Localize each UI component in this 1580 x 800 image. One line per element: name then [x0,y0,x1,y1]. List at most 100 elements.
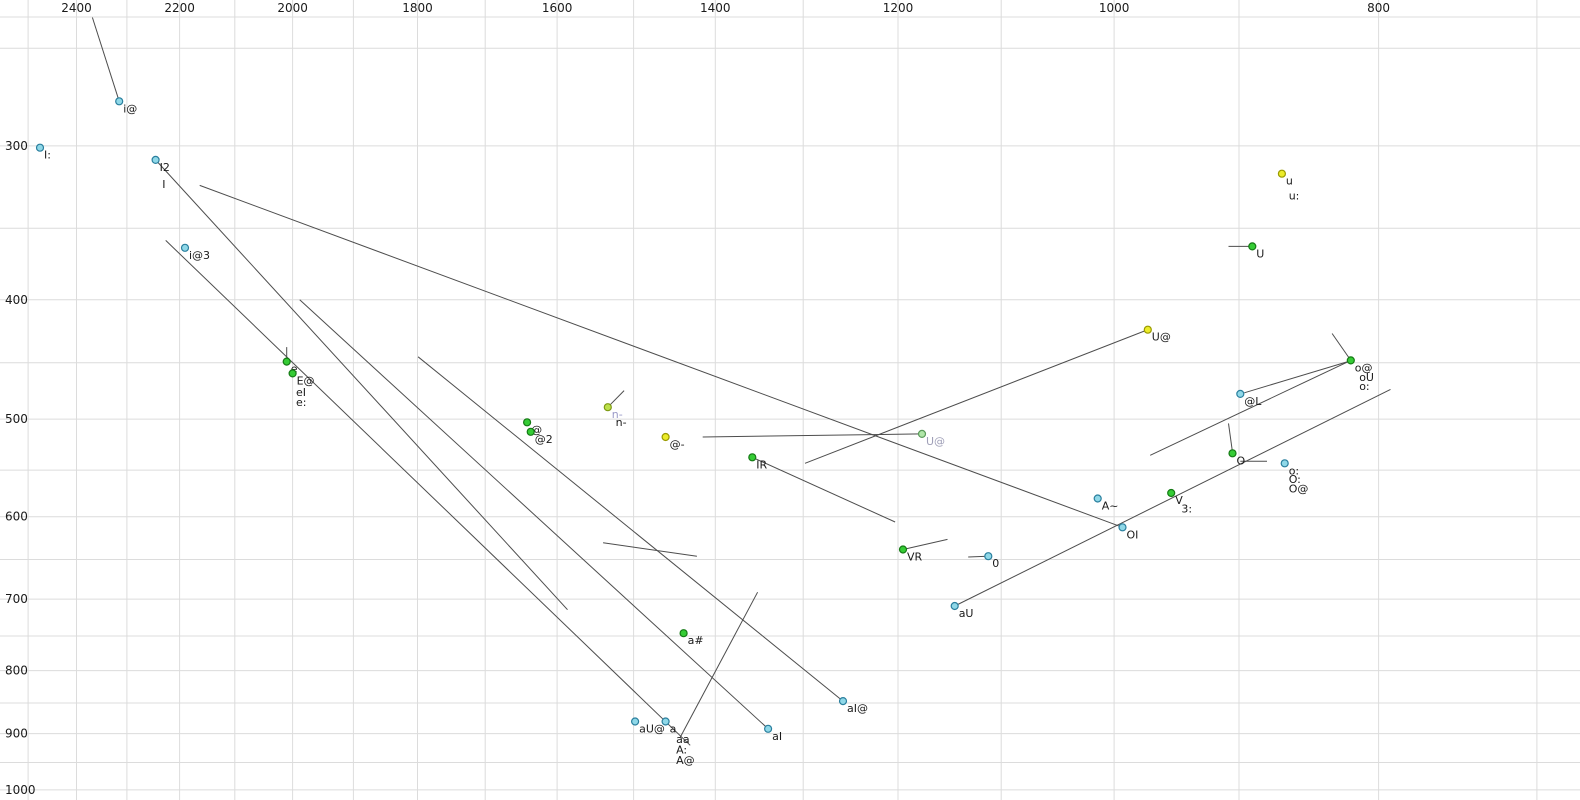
trajectory-line [902,538,948,550]
trajectory-line [603,542,697,557]
vowel-point-label: o: [1289,464,1299,477]
vowel-point-label: a [670,723,677,736]
vowel-point-label: I: [44,149,51,162]
vowel-point-label: 3: [1181,502,1192,515]
vowel-point-label: aU [959,607,974,620]
vowel-point-label: A~ [1102,500,1119,513]
trajectory-line [968,555,988,558]
x-axis-tick-label: 2400 [61,1,92,15]
vowel-point-label: U [1256,247,1264,260]
trajectory-line [804,329,1148,464]
y-axis-tick-label: 400 [5,293,28,307]
vowel-point-label: OI [1127,528,1139,541]
vowel-point-label: O: [1289,473,1301,486]
vowel-point[interactable] [282,357,291,366]
y-axis-tick-label: 800 [5,664,28,678]
vowel-point-label: o@ [1355,361,1373,374]
trajectory-line [1228,423,1233,453]
vowel-point-label: VR [907,551,923,564]
vowel-point[interactable] [748,453,757,462]
x-axis-tick-label: 800 [1367,1,1390,15]
y-axis-tick-label: 900 [5,727,28,741]
vowel-point-label: i@ [123,102,137,115]
trajectory-line [155,159,568,611]
vowel-point-label: O [1237,454,1246,467]
vowel-point-label: I [162,178,165,191]
vowel-point-label: IR [756,458,767,471]
vowel-point-label: @2 [535,433,553,446]
trajectory-line [1149,359,1352,456]
vowel-point[interactable] [1143,325,1152,334]
vowel-point[interactable] [526,427,535,436]
vowel-point-label: E@ [297,374,315,387]
vowel-point-label: e: [296,396,306,409]
y-axis-tick-label: 1000 [5,783,36,797]
vowel-point-label: 0 [992,557,999,570]
vowel-point-label: aa [676,733,689,746]
vowel-point[interactable] [950,601,959,611]
x-axis-tick-label: 1400 [700,1,731,15]
vowel-point-label: aU@ [639,723,665,736]
vowel-point[interactable] [763,724,773,733]
vowel-point[interactable] [838,696,848,706]
vowel-point[interactable] [917,429,927,438]
vowel-point[interactable] [1236,389,1245,398]
vowel-point-label: oU [1359,371,1374,384]
x-axis-tick-label: 2000 [277,1,308,15]
trajectory-line [1244,361,1349,394]
vowel-point-label: U@ [1152,331,1171,344]
vowel-point-label: u: [1289,190,1300,203]
vowel-point-label: n- [612,408,623,421]
vowel-point-label: A@ [676,754,695,767]
vowel-point[interactable] [1346,356,1355,365]
trajectory-line [199,184,1123,528]
vowel-point-label: I2 [160,161,170,174]
trajectory-line [299,299,769,730]
y-axis-tick-label: 600 [5,510,28,524]
vowel-point-label: U@ [926,435,945,448]
trajectory-line [165,240,691,746]
vowel-point[interactable] [35,143,45,152]
x-axis-tick-label: 1800 [402,1,433,15]
vowel-point[interactable] [288,369,297,378]
vowel-point[interactable] [180,243,190,252]
vowel-point[interactable] [898,545,908,554]
trajectory-line [954,388,1391,607]
vowel-point-label: @ [531,423,542,436]
trajectory-line [679,591,759,738]
trajectory-line [417,356,844,702]
vowel-point[interactable] [1248,242,1257,251]
vowel-point-label: a# [688,634,704,647]
vowel-point[interactable] [1280,459,1289,468]
vowel-point-label: i@3 [189,249,210,262]
vowel-point[interactable] [1228,449,1237,458]
y-axis-tick-label: 700 [5,592,28,606]
vowel-point-label: e [291,363,298,376]
vowel-point-label: aI@ [847,702,868,715]
vowel-point[interactable] [522,418,532,427]
x-axis-tick-label: 1600 [542,1,573,15]
vowel-point[interactable] [661,717,670,726]
vowel-point[interactable] [661,432,670,442]
x-axis-tick-label: 1200 [883,1,914,15]
vowel-point[interactable] [1277,169,1287,178]
vowel-point-label: V [1175,494,1183,507]
vowel-point[interactable] [151,155,160,164]
vowel-point-label: eI [296,386,306,399]
vowel-point[interactable] [679,629,688,638]
vowel-point[interactable] [1093,494,1102,503]
vowel-point[interactable] [630,717,640,726]
vowel-point-label: @L [1244,395,1262,408]
trajectory-line [91,17,120,102]
x-axis-tick-label: 2200 [164,1,195,15]
vowel-point[interactable] [1118,523,1127,532]
trajectory-line [1331,333,1352,361]
trajectory-line [752,456,896,523]
vowel-point[interactable] [984,552,993,561]
x-axis-tick-label: 1000 [1099,1,1130,15]
vowel-point[interactable] [1167,488,1176,498]
vowel-point[interactable] [603,403,612,412]
vowel-point[interactable] [115,97,124,106]
vowel-point-label: A: [676,743,687,756]
